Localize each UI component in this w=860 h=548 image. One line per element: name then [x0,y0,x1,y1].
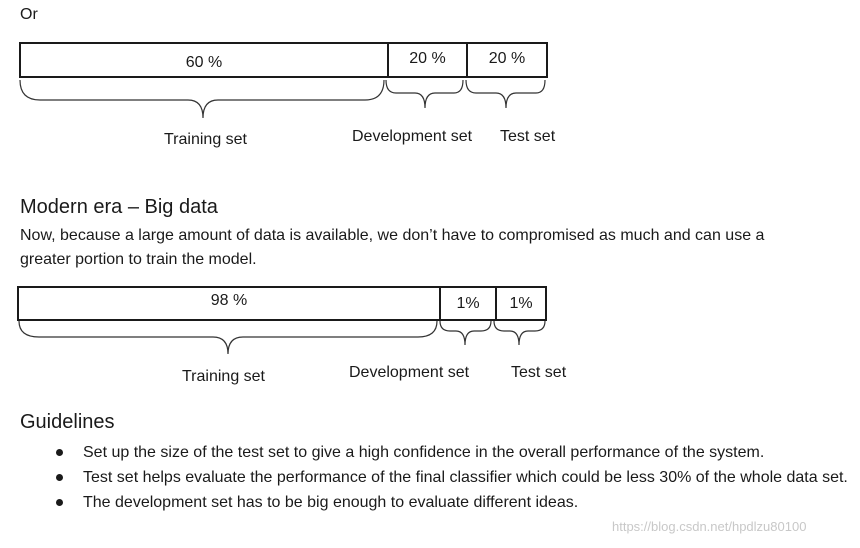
label-training-set-modern: Training set [182,368,265,385]
guideline-item: Set up the size of the test set to give … [52,440,852,465]
label-training-set-classic: Training set [164,131,247,148]
segment-development: 1% [439,288,495,319]
label-development-set-classic: Development set [352,128,473,145]
label-development-set-modern: Development set [349,364,470,381]
segment-test: 20 % [466,44,546,76]
paragraph-line-2: greater portion to train the model. [20,251,257,268]
label-test-set-modern: Test set [511,364,567,381]
split-bar-classic: 60 % 20 % 20 % [19,42,548,78]
brace-test-classic [465,79,546,109]
brace-development-classic [385,79,464,109]
guideline-item: Test set helps evaluate the performance … [52,465,852,490]
segment-training: 98 % [210,291,248,309]
intro-text: Or [20,6,38,23]
paragraph-line-1: Now, because a large amount of data is a… [20,227,765,244]
segment-training: 60 % [185,54,223,71]
brace-development-modern [439,320,492,346]
brace-test-modern [493,320,546,346]
segment-development: 20 % [387,44,466,76]
guidelines-list: Set up the size of the test set to give … [52,440,852,515]
brace-training-classic [19,79,385,119]
guideline-item: The development set has to be big enough… [52,490,852,515]
section-heading-guidelines: Guidelines [20,411,115,433]
section-heading-modern-era: Modern era – Big data [20,196,218,218]
watermark: https://blog.csdn.net/hpdlzu80100 [612,519,807,534]
label-test-set-classic: Test set [500,128,556,145]
brace-training-modern [18,320,438,355]
split-bar-modern: 98 % 1% 1% [17,286,547,321]
segment-test: 1% [495,288,545,319]
